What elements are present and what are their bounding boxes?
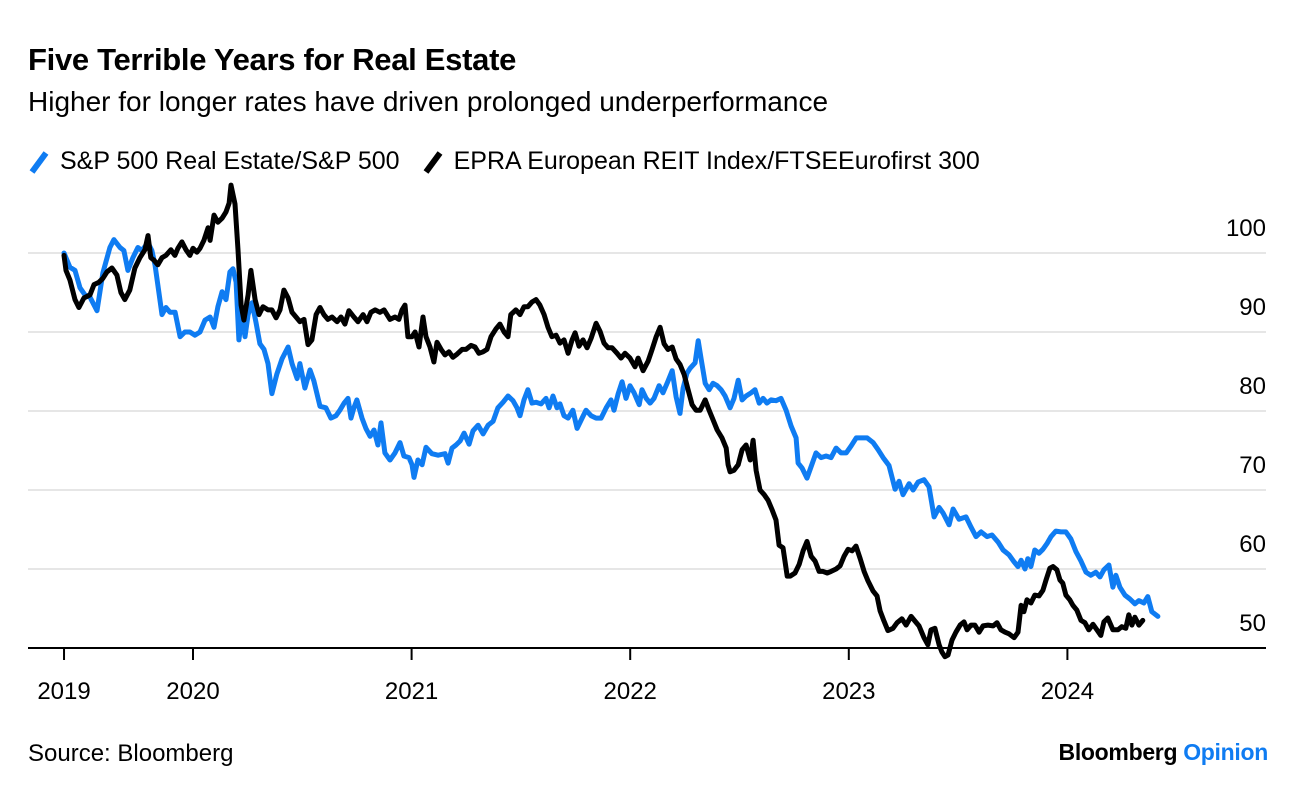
- x-tick-label: 2022: [604, 678, 657, 705]
- y-tick-label: 100: [1226, 215, 1266, 242]
- chart-title: Five Terrible Years for Real Estate: [28, 42, 517, 77]
- brand-secondary: Opinion: [1183, 739, 1268, 765]
- chart-subtitle: Higher for longer rates have driven prol…: [28, 86, 829, 117]
- y-tick-label: 70: [1239, 452, 1266, 479]
- gridlines: [28, 252, 1266, 570]
- series-line-sp500-real-estate: [61, 237, 1161, 619]
- brand-primary: Bloomberg: [1058, 739, 1178, 765]
- legend-item-epra-reit: EPRA European REIT Index/FTSEEurofirst 3…: [422, 147, 980, 176]
- x-tick-label: 2021: [385, 678, 438, 705]
- x-tick-label: 2020: [166, 678, 219, 705]
- legend-swatch-line: [29, 150, 49, 174]
- y-tick-label: 50: [1239, 610, 1266, 637]
- legend: S&P 500 Real Estate/S&P 500 EPRA Europea…: [28, 147, 1002, 176]
- legend-label: EPRA European REIT Index/FTSEEurofirst 3…: [453, 147, 980, 175]
- y-tick-label: 60: [1239, 531, 1266, 558]
- x-tick-label: 2024: [1041, 678, 1094, 705]
- legend-label: S&P 500 Real Estate/S&P 500: [60, 147, 400, 175]
- y-tick-label: 90: [1239, 294, 1266, 321]
- source-note: Source: Bloomberg: [28, 740, 234, 767]
- series-lines: [61, 182, 1161, 660]
- x-tick-label: 2023: [822, 678, 875, 705]
- y-tick-label: 80: [1239, 373, 1266, 400]
- x-tick-label: 2019: [37, 678, 90, 705]
- series-line-epra-reit: [61, 182, 1146, 660]
- legend-swatch-black-icon: [423, 150, 443, 174]
- x-axis: 2019 2020 2021 2022 2023 2024: [28, 647, 1266, 705]
- brand-logo: Bloomberg Opinion: [1058, 739, 1269, 766]
- legend-swatch-blue-icon: [29, 150, 49, 174]
- y-axis-labels: 50 60 70 80 90 100: [1226, 215, 1266, 637]
- legend-item-sp500-real-estate: S&P 500 Real Estate/S&P 500: [28, 147, 400, 176]
- legend-swatch-line: [423, 150, 443, 174]
